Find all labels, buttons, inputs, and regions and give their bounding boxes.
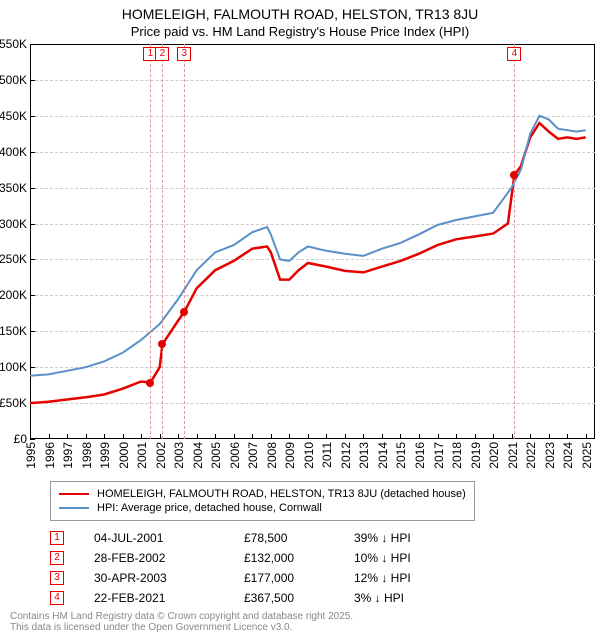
- footer-line-2: This data is licensed under the Open Gov…: [10, 622, 600, 633]
- transaction-date: 28-FEB-2002: [94, 551, 244, 565]
- transaction-diff: 12% ↓ HPI: [354, 571, 464, 585]
- marker-vline: [184, 44, 185, 439]
- legend-swatch: [59, 493, 89, 495]
- x-axis-label: 2012: [339, 442, 353, 469]
- x-axis-label: 2023: [543, 442, 557, 469]
- transaction-row: 4 22-FEB-2021£367,5003% ↓ HPI: [50, 591, 600, 605]
- legend-swatch: [59, 507, 89, 509]
- plot-area: 1234 £0£50K£100K£150K£200K£250K£300K£350…: [30, 44, 595, 439]
- x-axis-label: 2005: [209, 442, 223, 469]
- y-axis-label: £50K: [0, 396, 27, 410]
- x-axis-label: 1996: [43, 442, 57, 469]
- x-axis-label: 2015: [394, 442, 408, 469]
- y-axis-label: £550K: [0, 37, 27, 51]
- transaction-price: £132,000: [244, 551, 354, 565]
- legend-label: HPI: Average price, detached house, Corn…: [97, 502, 322, 514]
- x-axis-label: 2003: [172, 442, 186, 469]
- transaction-date: 30-APR-2003: [94, 571, 244, 585]
- marker-dot: [158, 340, 166, 348]
- marker-label: 3: [177, 47, 191, 61]
- marker-dot: [180, 308, 188, 316]
- x-axis-label: 2000: [117, 442, 131, 469]
- chart-container: HOMELEIGH, FALMOUTH ROAD, HELSTON, TR13 …: [0, 0, 600, 620]
- chart-svg: [30, 44, 595, 439]
- transaction-price: £78,500: [244, 531, 354, 545]
- transaction-table: 1 04-JUL-2001£78,50039% ↓ HPI 2 28-FEB-2002…: [50, 531, 600, 605]
- x-axis-label: 2024: [561, 442, 575, 469]
- transaction-diff: 39% ↓ HPI: [354, 531, 464, 545]
- x-axis-label: 2013: [357, 442, 371, 469]
- y-axis-label: £250K: [0, 252, 27, 266]
- transaction-row: 3 30-APR-2003£177,00012% ↓ HPI: [50, 571, 600, 585]
- x-axis-label: 2018: [450, 442, 464, 469]
- transaction-row: 1 04-JUL-2001£78,50039% ↓ HPI: [50, 531, 600, 545]
- legend: HOMELEIGH, FALMOUTH ROAD, HELSTON, TR13 …: [50, 481, 475, 521]
- x-axis-label: 1998: [80, 442, 94, 469]
- transaction-price: £177,000: [244, 571, 354, 585]
- y-axis-label: £500K: [0, 73, 27, 87]
- marker-label: 4: [507, 47, 521, 61]
- legend-item: HOMELEIGH, FALMOUTH ROAD, HELSTON, TR13 …: [59, 488, 466, 500]
- y-axis-label: £300K: [0, 217, 27, 231]
- transaction-marker: 3: [50, 571, 64, 585]
- series-property: [30, 123, 586, 403]
- y-axis-label: £450K: [0, 109, 27, 123]
- x-axis-label: 2020: [487, 442, 501, 469]
- transaction-row: 2 28-FEB-2002£132,00010% ↓ HPI: [50, 551, 600, 565]
- transaction-price: £367,500: [244, 591, 354, 605]
- transaction-marker: 2: [50, 551, 64, 565]
- x-axis-label: 2008: [265, 442, 279, 469]
- transaction-diff: 3% ↓ HPI: [354, 591, 464, 605]
- transaction-marker: 1: [50, 531, 64, 545]
- footer-line-1: Contains HM Land Registry data © Crown c…: [10, 611, 600, 622]
- transaction-date: 22-FEB-2021: [94, 591, 244, 605]
- transaction-marker: 4: [50, 591, 64, 605]
- legend-item: HPI: Average price, detached house, Corn…: [59, 502, 466, 514]
- x-axis-label: 2022: [524, 442, 538, 469]
- legend-label: HOMELEIGH, FALMOUTH ROAD, HELSTON, TR13 …: [97, 488, 466, 500]
- x-axis-label: 2006: [228, 442, 242, 469]
- y-axis-label: £350K: [0, 181, 27, 195]
- chart-title: HOMELEIGH, FALMOUTH ROAD, HELSTON, TR13 …: [0, 0, 600, 39]
- transaction-diff: 10% ↓ HPI: [354, 551, 464, 565]
- y-axis-label: £150K: [0, 324, 27, 338]
- x-axis-label: 2011: [320, 442, 334, 468]
- x-axis-label: 1999: [98, 442, 112, 469]
- x-axis-label: 2021: [506, 442, 520, 469]
- y-axis-label: £0: [0, 432, 27, 446]
- y-axis-label: £200K: [0, 288, 27, 302]
- x-axis-label: 2009: [283, 442, 297, 469]
- x-axis-label: 2014: [376, 442, 390, 469]
- title-line-1: HOMELEIGH, FALMOUTH ROAD, HELSTON, TR13 …: [0, 6, 600, 22]
- marker-vline: [514, 44, 515, 439]
- x-axis-label: 2010: [302, 442, 316, 469]
- x-axis-label: 2019: [469, 442, 483, 469]
- marker-vline: [162, 44, 163, 439]
- x-axis-label: 2002: [154, 442, 168, 469]
- x-axis-label: 2001: [135, 442, 149, 469]
- x-axis-label: 2004: [191, 442, 205, 469]
- y-axis-label: £400K: [0, 145, 27, 159]
- y-axis-label: £100K: [0, 360, 27, 374]
- series-hpi: [30, 116, 586, 376]
- x-axis-label: 1997: [61, 442, 75, 469]
- tick-y: [30, 439, 35, 440]
- x-axis-label: 2025: [580, 442, 594, 469]
- title-line-2: Price paid vs. HM Land Registry's House …: [0, 24, 600, 39]
- marker-dot: [510, 171, 518, 179]
- x-axis-label: 2007: [246, 442, 260, 469]
- x-axis-label: 2016: [413, 442, 427, 469]
- transaction-date: 04-JUL-2001: [94, 531, 244, 545]
- x-axis-label: 1995: [24, 442, 38, 469]
- x-axis-label: 2017: [432, 442, 446, 469]
- marker-label: 2: [155, 47, 169, 61]
- footer-attribution: Contains HM Land Registry data © Crown c…: [10, 611, 600, 633]
- marker-dot: [146, 379, 154, 387]
